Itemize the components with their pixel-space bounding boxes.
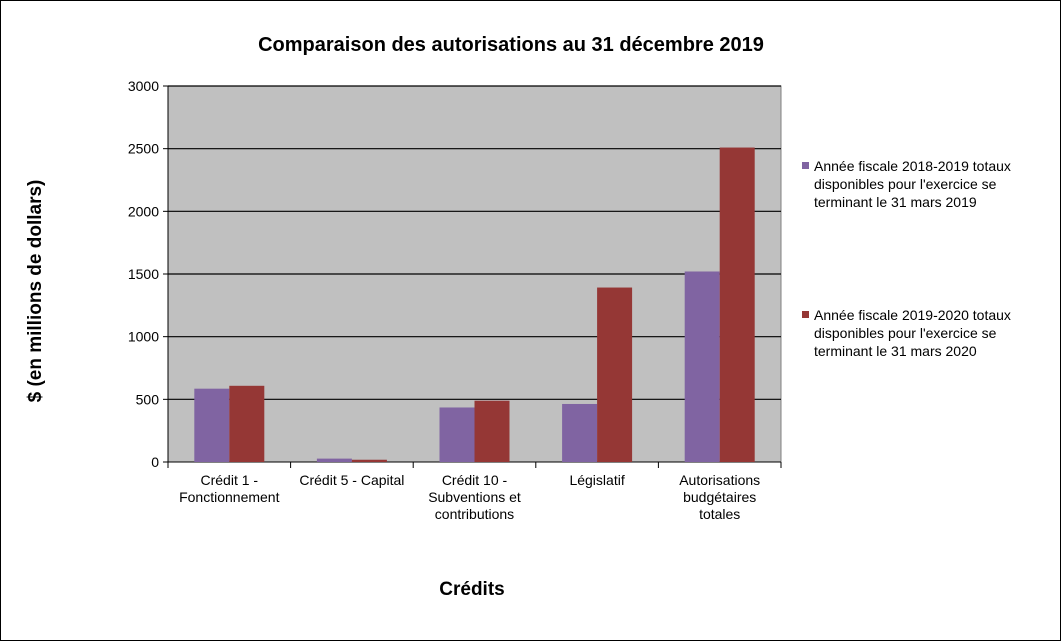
bar-2-3	[474, 400, 510, 462]
y-tick-label: 2500	[128, 141, 159, 157]
x-tick-label: Législatif	[569, 472, 624, 488]
y-tick-label: 1000	[128, 329, 159, 345]
y-axis-title: $ (en millions de dollars)	[25, 180, 46, 403]
bar-1-3	[439, 407, 475, 462]
x-tick-label: Crédit 1 -Fonctionnement	[179, 472, 280, 505]
bar-2-5	[719, 147, 755, 462]
x-tick-label: Crédit 5 - Capital	[299, 472, 404, 488]
y-tick-label: 3000	[128, 78, 159, 94]
x-tick-label: Crédit 10 -Subventions et contributions	[428, 472, 521, 522]
legend-label: Année fiscale 2018-2019 totaux disponible…	[814, 158, 1011, 210]
y-tick-label: 0	[151, 454, 159, 470]
bar-2-2	[351, 459, 387, 462]
bar-1-5	[684, 271, 720, 462]
bar-1-2	[316, 458, 352, 462]
chart-title: Comparaison des autorisations au 31 déce…	[258, 34, 764, 56]
bar-1-4	[562, 403, 598, 462]
y-tick-label: 1500	[128, 266, 159, 282]
y-tick-label: 2000	[128, 203, 159, 219]
bar-2-1	[229, 385, 265, 462]
bar-2-4	[597, 287, 633, 462]
bar-1-1	[194, 388, 230, 462]
legend-swatch	[802, 311, 809, 318]
y-tick-label: 500	[136, 391, 160, 407]
x-tick-label: Autorisations budgétaires totales	[679, 472, 760, 522]
legend-label: Année fiscale 2019-2020 totaux disponible…	[814, 307, 1011, 359]
legend-swatch	[802, 162, 809, 169]
x-axis-title: Crédits	[439, 579, 504, 600]
